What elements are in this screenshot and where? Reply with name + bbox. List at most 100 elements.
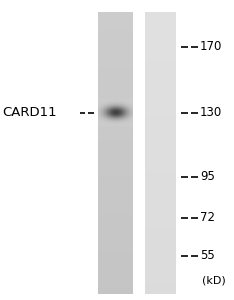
Bar xyxy=(132,112,133,113)
Bar xyxy=(113,122,114,123)
Bar xyxy=(118,125,119,126)
Bar xyxy=(113,106,114,107)
Bar xyxy=(145,249,176,250)
Bar xyxy=(98,240,133,242)
Bar xyxy=(98,62,133,63)
Bar xyxy=(145,81,176,82)
Bar xyxy=(123,100,124,101)
Bar xyxy=(98,69,133,70)
Bar xyxy=(121,113,122,114)
Bar xyxy=(116,124,117,125)
Bar xyxy=(98,76,133,77)
Bar xyxy=(112,105,113,106)
Bar xyxy=(98,134,133,135)
Bar xyxy=(114,99,115,100)
Bar xyxy=(130,114,131,115)
Bar xyxy=(145,171,176,172)
Bar xyxy=(132,122,133,123)
Bar xyxy=(99,100,100,101)
Bar xyxy=(127,106,128,107)
Bar xyxy=(128,118,129,119)
Bar xyxy=(98,106,133,107)
Bar xyxy=(145,118,176,119)
Bar xyxy=(107,99,108,100)
Bar xyxy=(128,103,129,104)
Bar xyxy=(106,111,107,112)
Bar xyxy=(99,115,100,116)
Bar xyxy=(106,116,107,117)
Bar xyxy=(105,110,106,111)
Bar xyxy=(145,210,176,211)
Bar xyxy=(145,221,176,222)
Bar xyxy=(145,218,176,219)
Bar xyxy=(108,114,109,115)
Bar xyxy=(100,100,101,101)
Bar xyxy=(126,114,127,115)
Bar xyxy=(115,108,116,109)
Bar xyxy=(101,99,102,100)
Bar xyxy=(114,114,115,115)
Bar xyxy=(108,102,109,103)
Bar xyxy=(119,115,120,116)
Bar xyxy=(118,106,119,107)
Bar xyxy=(100,122,101,123)
Bar xyxy=(104,113,105,114)
Bar xyxy=(98,170,133,171)
Bar xyxy=(111,111,112,112)
Bar xyxy=(127,123,128,124)
Bar xyxy=(98,99,99,100)
Bar xyxy=(145,99,176,101)
Bar xyxy=(123,124,124,125)
Bar xyxy=(129,120,130,121)
Bar xyxy=(145,82,176,83)
Bar xyxy=(122,105,123,106)
Bar xyxy=(109,102,110,103)
Bar xyxy=(131,99,132,100)
Bar xyxy=(98,109,133,110)
Bar xyxy=(145,214,176,215)
Bar xyxy=(107,108,108,109)
Bar xyxy=(98,137,133,138)
Bar xyxy=(116,111,117,112)
Bar xyxy=(100,116,101,117)
Bar xyxy=(98,107,99,108)
Bar xyxy=(125,101,126,102)
Bar xyxy=(98,223,133,224)
Bar xyxy=(120,109,121,110)
Bar xyxy=(145,273,176,274)
Bar xyxy=(145,74,176,75)
Bar xyxy=(132,107,133,108)
Bar xyxy=(103,108,104,109)
Bar xyxy=(98,222,133,223)
Bar xyxy=(98,24,133,25)
Bar xyxy=(127,107,128,108)
Bar xyxy=(145,103,176,104)
Bar xyxy=(98,254,133,256)
Bar xyxy=(145,183,176,184)
Bar xyxy=(102,102,103,103)
Bar xyxy=(145,152,176,153)
Bar xyxy=(108,121,109,122)
Bar xyxy=(145,182,176,183)
Bar xyxy=(145,167,176,168)
Bar xyxy=(104,120,105,121)
Bar xyxy=(145,208,176,209)
Bar xyxy=(145,47,176,48)
Bar xyxy=(98,105,99,106)
Bar xyxy=(111,109,112,110)
Bar xyxy=(98,288,133,289)
Bar xyxy=(113,104,114,105)
Bar xyxy=(114,123,115,124)
Bar xyxy=(109,99,110,100)
Bar xyxy=(102,121,103,122)
Text: 55: 55 xyxy=(200,249,215,262)
Bar xyxy=(113,111,114,112)
Bar xyxy=(129,118,130,119)
Bar xyxy=(98,55,133,56)
Bar xyxy=(106,105,107,106)
Bar xyxy=(129,103,130,104)
Bar xyxy=(98,123,99,124)
Bar xyxy=(98,112,99,113)
Bar xyxy=(98,191,133,193)
Bar xyxy=(128,105,129,106)
